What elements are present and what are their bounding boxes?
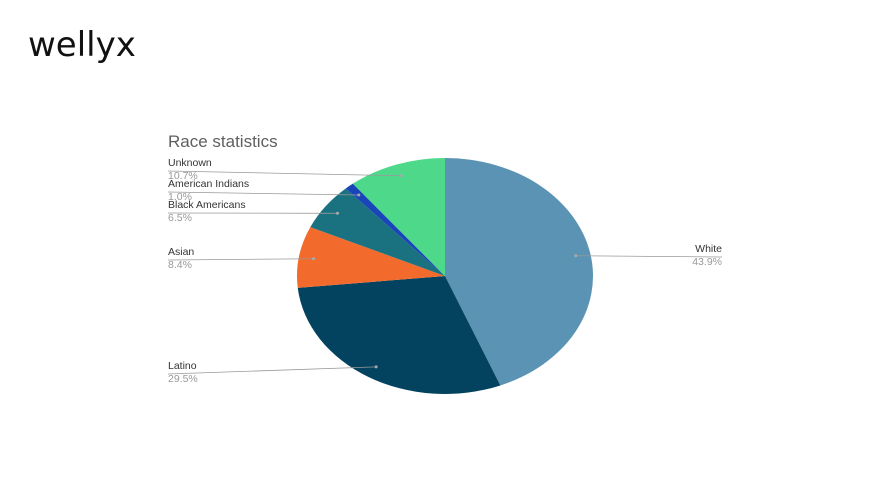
value-label: 8.4% [168,259,192,271]
leader-line [167,170,402,177]
leader-line [167,366,377,375]
legend-label: American Indians [168,178,249,190]
leader-line [575,255,723,258]
legend-label: Black Americans [168,199,246,211]
value-label: 43.9% [692,256,722,268]
leader-dot [399,174,403,178]
leader-dot [357,193,361,197]
leader-line [167,258,314,261]
leader-dot [374,365,378,369]
legend-label: Asian [168,246,194,258]
pie-slice [345,183,445,276]
pie-slice [297,227,445,288]
value-label: 1.0% [168,191,192,203]
leader-dot [574,254,578,258]
chart-title: Race statistics [168,132,278,151]
legend-label: Unknown [168,157,212,169]
pie-slice [352,158,445,276]
value-label: 10.7% [168,170,198,182]
value-label: 29.5% [168,373,198,385]
logo: wellyx [28,25,136,65]
pie-slice [310,188,445,276]
leader-line [167,191,359,196]
legend-label: White [695,243,722,255]
pie-slice [297,276,501,394]
leader-dot [312,257,316,261]
value-label: 6.5% [168,212,192,224]
legend-label: Latino [168,360,197,372]
pie-slice [445,158,593,386]
leader-dot [335,211,339,215]
